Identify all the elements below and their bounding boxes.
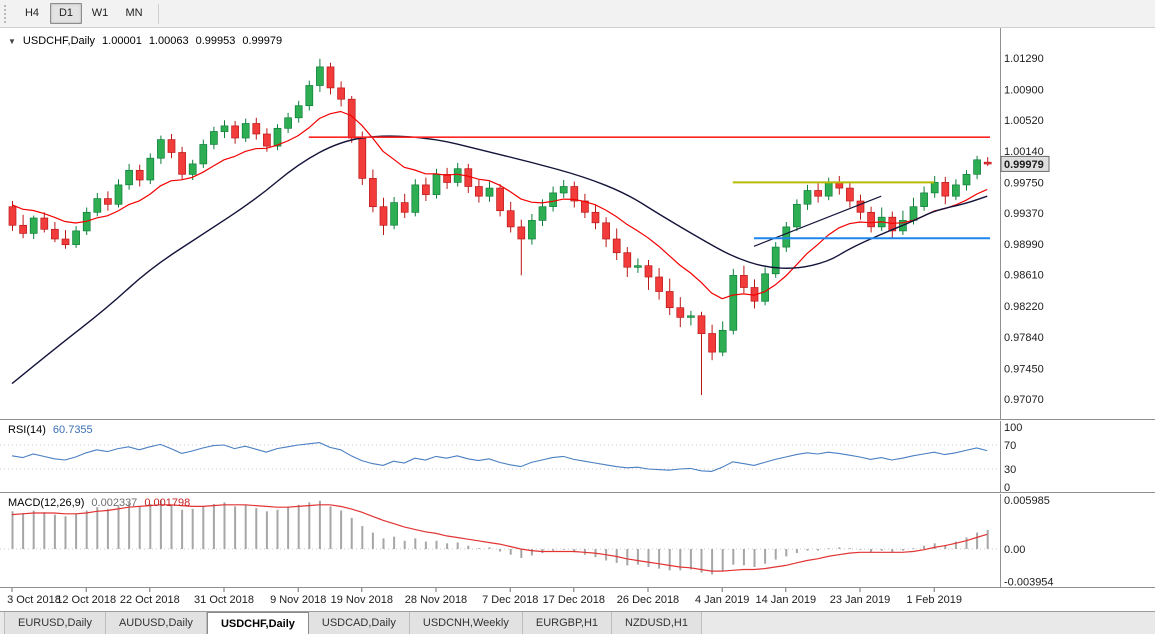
candles-layer (8, 58, 992, 395)
chart-symbol-label: USDCHF,Daily (22, 35, 96, 47)
svg-text:0.99979: 0.99979 (1004, 159, 1044, 171)
svg-text:17 Dec 2018: 17 Dec 2018 (543, 594, 605, 606)
svg-text:70: 70 (1004, 440, 1016, 452)
svg-text:0.98220: 0.98220 (1004, 301, 1044, 313)
svg-text:19 Nov 2018: 19 Nov 2018 (331, 594, 393, 606)
ohlc-high-value: 1.00063 (148, 35, 189, 47)
svg-text:3 Oct 2018: 3 Oct 2018 (7, 594, 61, 606)
svg-text:100: 100 (1004, 422, 1022, 434)
svg-text:30: 30 (1004, 464, 1016, 476)
svg-text:0.005985: 0.005985 (1004, 495, 1050, 507)
macd-main-value: 0.002337 (91, 497, 138, 509)
chart-tab-usdcad-daily[interactable]: USDCAD,Daily (308, 612, 410, 634)
svg-text:1.00140: 1.00140 (1004, 146, 1044, 158)
rsi-indicator-value: 60.7355 (52, 424, 93, 436)
ohlc-open-value: 1.00001 (102, 35, 142, 47)
svg-text:0.99370: 0.99370 (1004, 208, 1044, 220)
macd-panel-label: MACD(12,26,9) 0.002337 0.001798 (8, 497, 190, 509)
svg-text:12 Oct 2018: 12 Oct 2018 (56, 594, 116, 606)
chart-tab-usdchf-daily[interactable]: USDCHF,Daily (206, 612, 309, 634)
svg-text:0.99750: 0.99750 (1004, 177, 1044, 189)
svg-text:31 Oct 2018: 31 Oct 2018 (194, 594, 254, 606)
macd-indicator-name: MACD(12,26,9) (8, 497, 85, 509)
chart-tab-eurgbp-h1[interactable]: EURGBP,H1 (522, 612, 613, 634)
macd-panel-chart[interactable]: 0.005985 0.00 -0.003954 (0, 494, 1155, 587)
svg-text:9 Nov 2018: 9 Nov 2018 (270, 594, 326, 606)
chart-tab-eurusd-daily[interactable]: EURUSD,Daily (4, 612, 106, 634)
macd-signal-line (11, 504, 988, 572)
svg-text:1.00900: 1.00900 (1004, 85, 1044, 97)
chart-tab-bar: EURUSD,Daily AUDUSD,Daily USDCHF,Daily USDC… (0, 611, 1155, 634)
ohlc-close-value: 0.99979 (242, 35, 283, 47)
svg-text:22 Oct 2018: 22 Oct 2018 (120, 594, 180, 606)
svg-text:1.00520: 1.00520 (1004, 115, 1044, 127)
svg-text:26 Dec 2018: 26 Dec 2018 (617, 594, 679, 606)
toolbar-separator (158, 3, 159, 24)
toolbar-grip[interactable] (4, 4, 10, 23)
svg-text:0.97070: 0.97070 (1004, 394, 1044, 406)
current-price-badge (1000, 155, 1050, 172)
chart-tab-nzdusd-h1[interactable]: NZDUSD,H1 (612, 612, 702, 634)
ohlc-low-value: 0.99953 (195, 35, 236, 47)
time-axis-separator (0, 587, 1155, 588)
timeframe-button-h4[interactable]: H4 (24, 7, 40, 19)
svg-text:14 Jan 2019: 14 Jan 2019 (756, 594, 817, 606)
svg-text:0: 0 (1004, 482, 1010, 492)
svg-text:-0.003954: -0.003954 (1004, 576, 1054, 587)
chart-dropdown-icon[interactable]: ▼ (8, 36, 16, 46)
svg-text:0.98610: 0.98610 (1004, 270, 1044, 282)
pane-splitter-macd[interactable] (0, 492, 1155, 493)
timeframe-button-w1[interactable]: W1 (91, 7, 109, 19)
timeframe-button-mn[interactable]: MN (125, 7, 143, 19)
svg-text:4 Jan 2019: 4 Jan 2019 (695, 594, 749, 606)
rsi-line (11, 442, 988, 472)
timeframe-button-d1[interactable]: D1 (50, 3, 82, 24)
timeframe-toolbar: H4 D1 W1 MN (0, 0, 1155, 28)
rsi-panel-label: RSI(14) 60.7355 (8, 424, 93, 436)
svg-text:7 Dec 2018: 7 Dec 2018 (482, 594, 538, 606)
rsi-indicator-name: RSI(14) (8, 424, 46, 436)
svg-text:0.97840: 0.97840 (1004, 332, 1044, 344)
chart-tab-usdcnh-weekly[interactable]: USDCNH,Weekly (409, 612, 523, 634)
macd-signal-value: 0.001798 (144, 497, 191, 509)
rsi-panel-chart[interactable]: 100 70 30 0 (0, 421, 1155, 492)
svg-text:1 Feb 2019: 1 Feb 2019 (906, 594, 962, 606)
chart-title: ▼ USDCHF,Daily 1.00001 1.00063 0.99953 0… (8, 35, 282, 47)
main-price-chart[interactable]: 1.01290 1.00900 1.00520 1.00140 0.99750 0.993… (0, 28, 1155, 419)
chart-tab-audusd-daily[interactable]: AUDUSD,Daily (105, 612, 207, 634)
ma-slow-line[interactable] (11, 135, 988, 385)
macd-histogram (11, 500, 989, 575)
svg-text:1.01290: 1.01290 (1004, 53, 1044, 65)
svg-text:0.97450: 0.97450 (1004, 363, 1044, 375)
svg-text:0.00: 0.00 (1004, 544, 1025, 556)
svg-text:28 Nov 2018: 28 Nov 2018 (405, 594, 467, 606)
timeframe-buttons: H4 D1 W1 MN (15, 3, 151, 24)
svg-text:23 Jan 2019: 23 Jan 2019 (830, 594, 891, 606)
svg-text:0.98990: 0.98990 (1004, 239, 1044, 251)
chart-window: 1.01290 1.00900 1.00520 1.00140 0.99750 0.993… (0, 28, 1155, 611)
pane-splitter-rsi[interactable] (0, 419, 1155, 420)
